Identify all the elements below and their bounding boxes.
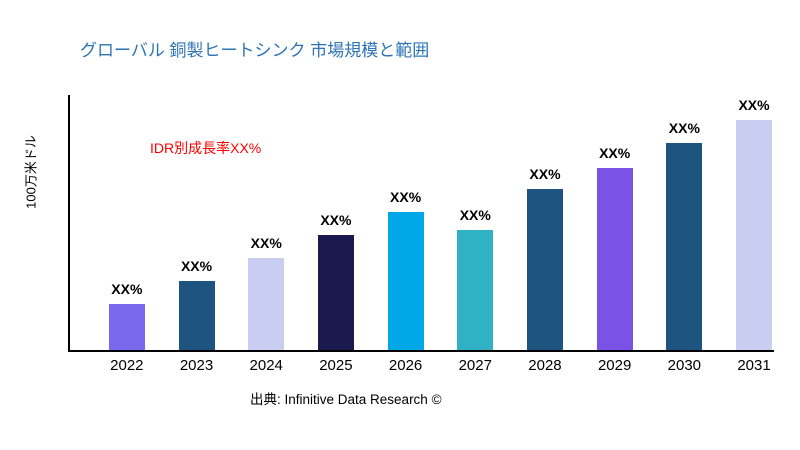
bar-value-label-2028: XX% (529, 166, 561, 182)
x-tick-2030: 2030 (667, 357, 702, 374)
bar-group-2022: XX% (92, 281, 162, 350)
bar-value-label-2029: XX% (599, 145, 631, 161)
source-caption: 出典: Infinitive Data Research © (250, 392, 442, 407)
bar-2028 (526, 189, 563, 350)
x-tick-2029: 2029 (597, 357, 632, 374)
bar-group-2031: XX% (719, 97, 789, 350)
bar-value-label-2024: XX% (250, 235, 282, 251)
bar-value-label-2030: XX% (668, 120, 700, 136)
bar-2024 (248, 258, 285, 350)
bar-value-label-2031: XX% (738, 97, 770, 113)
x-tick-2026: 2026 (388, 357, 423, 374)
bar-value-label-2027: XX% (459, 207, 491, 223)
bar-value-label-2025: XX% (320, 212, 352, 228)
x-axis-line (68, 350, 774, 352)
bar-group-2028: XX% (510, 166, 580, 350)
y-axis-label: 100万米ドル (23, 135, 39, 209)
bar-2029 (596, 168, 633, 350)
bar-group-2023: XX% (162, 258, 232, 350)
bar-value-label-2026: XX% (390, 189, 422, 205)
x-tick-2025: 2025 (319, 357, 353, 374)
y-axis-line (68, 95, 70, 352)
x-tick-2031: 2031 (737, 357, 771, 374)
bar-group-2030: XX% (650, 120, 720, 350)
plot-area: XX% XX% XX% XX% XX% XX% XX% XX% XX% XX% (70, 95, 789, 350)
x-tick-2023: 2023 (179, 357, 214, 374)
bar-2030 (666, 143, 703, 350)
x-tick-2022: 2022 (110, 357, 144, 374)
bar-2031 (736, 120, 773, 350)
bar-group-2025: XX% (301, 212, 371, 350)
bar-value-label-2023: XX% (180, 258, 213, 274)
x-tick-2028: 2028 (528, 357, 562, 374)
bar-group-2024: XX% (231, 235, 301, 350)
bar-2025 (317, 235, 354, 350)
chart-title: グローバル 銅製ヒートシンク 市場規模と範囲 (80, 41, 430, 60)
growth-rate-annotation: IDR別成長率XX% (150, 140, 262, 156)
x-tick-2027: 2027 (458, 357, 492, 374)
x-tick-2024: 2024 (249, 357, 283, 374)
bar-value-label-2022: XX% (111, 281, 143, 297)
bar-2026 (387, 212, 424, 350)
bar-2027 (457, 230, 494, 350)
bar-group-2027: XX% (440, 207, 510, 350)
bar-group-2026: XX% (371, 189, 441, 350)
x-axis-ticks: 2022 2023 2024 2025 2026 2027 2028 2029 2030 2031 (70, 357, 789, 374)
bar-2022 (108, 304, 145, 350)
bar-group-2029: XX% (580, 145, 650, 350)
bar-2023 (178, 281, 215, 350)
